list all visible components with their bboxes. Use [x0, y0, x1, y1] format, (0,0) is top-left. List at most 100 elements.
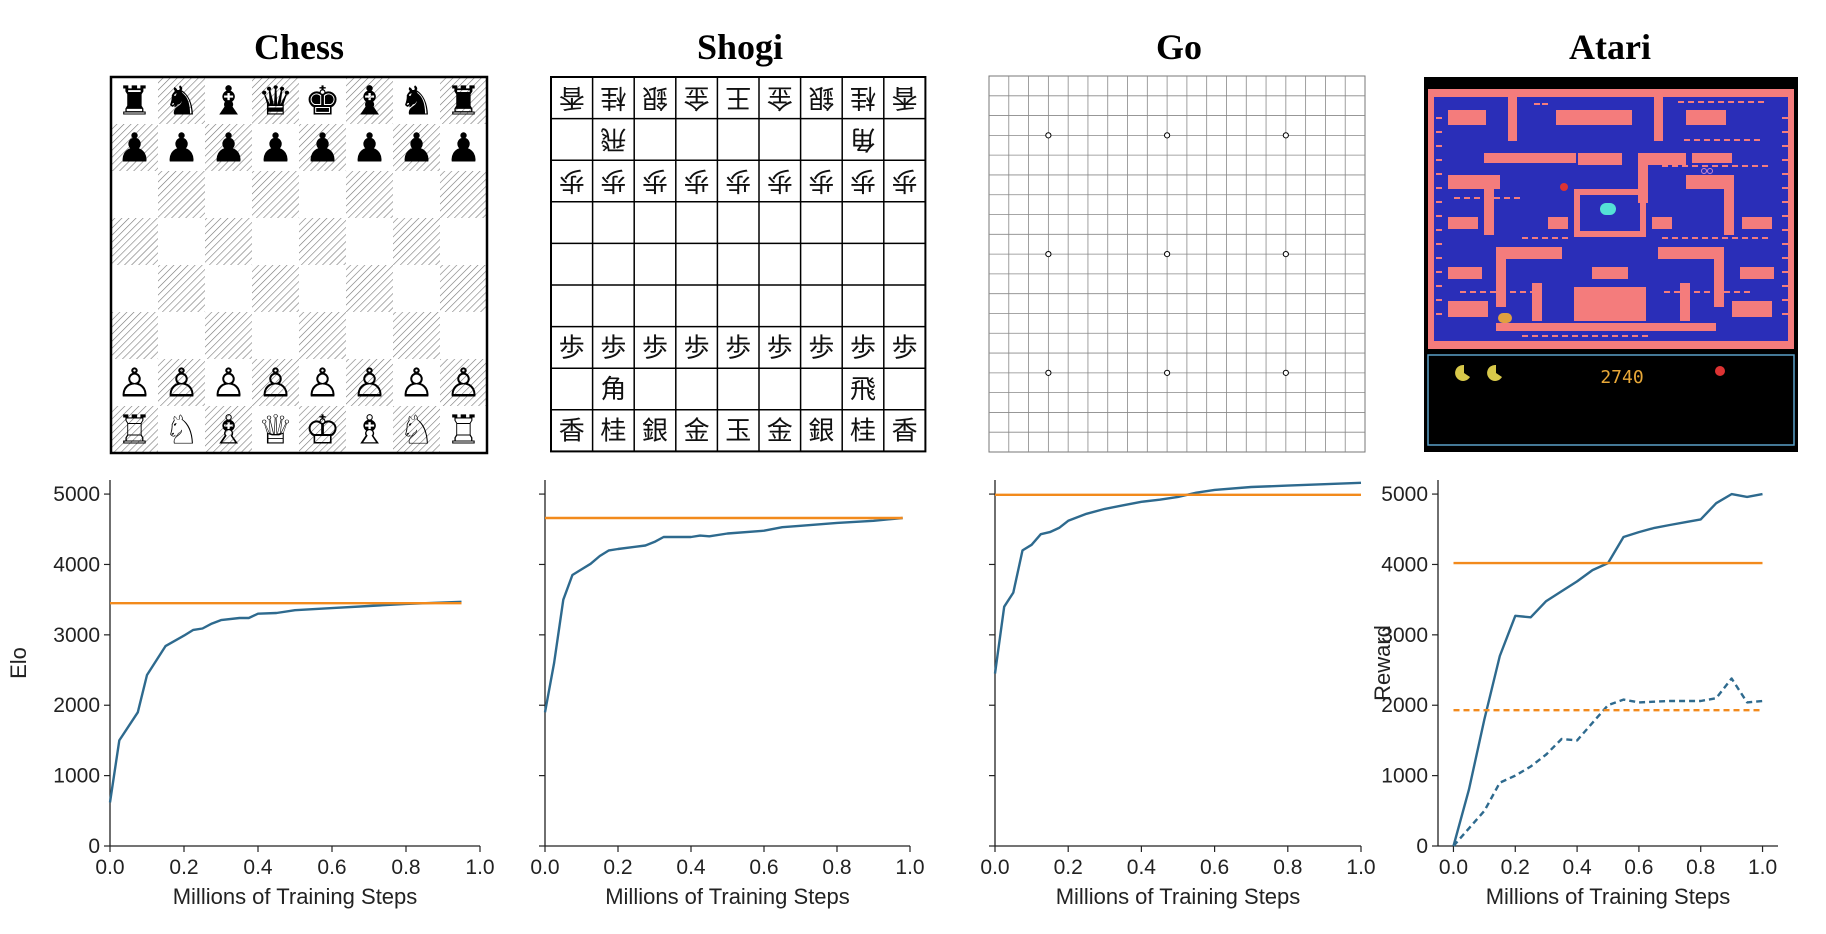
shogi-piece: 歩 — [850, 333, 876, 363]
maze-wall — [1448, 301, 1488, 317]
hud-border — [1427, 354, 1795, 446]
maze-wall — [1686, 110, 1726, 125]
pellet — [1744, 139, 1750, 141]
shogi-piece: 金 — [767, 82, 793, 112]
pellet — [1782, 215, 1788, 217]
light-square — [440, 406, 487, 453]
pellet — [1752, 165, 1758, 167]
pellet — [1436, 257, 1442, 259]
shogi-elo-chart: 0.0 0.2 0.4 0.6 0.8 1.0 Millions of Training S… — [530, 480, 925, 909]
pacman-life-icon — [1455, 364, 1470, 381]
x-tick-label: 0.2 — [1054, 856, 1083, 879]
maze-wall — [1448, 110, 1486, 125]
maze-wall — [1448, 267, 1482, 279]
dark-square — [440, 359, 487, 406]
shogi-piece: 金 — [767, 417, 793, 447]
shogi-piece: 玉 — [725, 417, 751, 447]
x-tick-label: 0.6 — [749, 856, 778, 879]
chess-piece: ♙ — [399, 361, 435, 407]
shogi-piece: 桂 — [850, 82, 876, 112]
pellet — [1460, 291, 1466, 293]
y-tick-label: 0 — [88, 835, 100, 858]
light-square — [158, 124, 205, 171]
pellet — [1522, 237, 1528, 239]
x-tick-label: 0.8 — [1273, 856, 1302, 879]
shogi-piece: 銀 — [808, 417, 834, 447]
shogi-piece: 歩 — [684, 165, 710, 195]
go-title: Go — [1155, 27, 1202, 67]
maze-wall — [1496, 323, 1716, 331]
light-square — [111, 359, 158, 406]
shogi-piece: 歩 — [559, 165, 585, 195]
pellet — [1662, 165, 1668, 167]
chess-piece: ♖ — [446, 408, 482, 454]
x-tick-label: 0.2 — [1501, 856, 1530, 879]
maze-wall — [1556, 110, 1632, 125]
maze-wall — [1574, 189, 1646, 195]
pellet — [1782, 271, 1788, 273]
dark-square — [111, 218, 158, 265]
maze-wall — [1788, 89, 1794, 349]
maze-wall — [1646, 153, 1686, 165]
pellet — [1532, 335, 1538, 337]
x-tick-label: 0.8 — [1686, 856, 1715, 879]
pellet — [1782, 229, 1788, 231]
pellet — [1728, 101, 1734, 103]
atari-reward-chart: 0.0 0.2 0.4 0.6 0.8 1.0 0 1000 2000 3000 4000 5000 M… — [1370, 480, 1778, 909]
light-square — [346, 406, 393, 453]
star-point — [1164, 132, 1171, 139]
dark-square — [205, 218, 252, 265]
chess-piece: ♟ — [164, 126, 200, 172]
pellet — [1782, 187, 1788, 189]
maze-wall — [1732, 301, 1772, 317]
maze-wall — [1428, 341, 1794, 349]
pellet — [1714, 139, 1720, 141]
pellet — [1694, 291, 1700, 293]
pellet — [1542, 335, 1548, 337]
series-line-0 — [108, 600, 462, 803]
pellet — [1474, 197, 1480, 199]
pellet — [1504, 197, 1510, 199]
pellet — [1490, 291, 1496, 293]
shogi-piece: 金 — [684, 82, 710, 112]
maze-wall — [1680, 283, 1690, 321]
shogi-piece: 香 — [892, 82, 918, 112]
chess-piece: ♖ — [117, 408, 153, 454]
pellet — [1678, 101, 1684, 103]
pellet — [1782, 313, 1788, 315]
pacman-life-icon — [1487, 364, 1502, 381]
maze-wall — [1654, 89, 1663, 141]
star-point — [1045, 251, 1052, 258]
light-square — [111, 77, 158, 124]
shogi-piece: 歩 — [767, 165, 793, 195]
light-square — [393, 359, 440, 406]
x-tick-label: 0.6 — [1200, 856, 1229, 879]
maze-wall — [1448, 217, 1478, 229]
board-border — [550, 76, 927, 453]
pellet — [1692, 237, 1698, 239]
orange-ghost-sprite — [1498, 313, 1512, 323]
chess-board: ♜ ♞ ♝ ♛ ♚ ♝ ♞ ♜♟ ♟ ♟ ♟ ♟ ♟ ♟ ♟♙ ♙ ♙ ♙ ♙ ♙ ♙ ♙♖ ♘ ♗ ♕ ♔ ♗ ♘ ♖ — [109, 75, 489, 455]
shogi-piece: 飛 — [600, 123, 626, 153]
pellet — [1724, 291, 1730, 293]
pellet — [1724, 139, 1730, 141]
pellet — [1704, 139, 1710, 141]
star-point — [1164, 251, 1171, 258]
light-square — [158, 218, 205, 265]
pellet — [1436, 229, 1442, 231]
maze-wall — [1742, 217, 1772, 229]
pellet — [1454, 197, 1460, 199]
chess-piece: ♜ — [117, 79, 153, 125]
dark-square — [346, 359, 393, 406]
pellet — [1632, 335, 1638, 337]
score-text: 2740 — [1600, 367, 1643, 388]
pellet — [1782, 285, 1788, 287]
board-border — [109, 75, 489, 455]
shogi-piece: 銀 — [642, 82, 668, 112]
chess-piece: ♞ — [399, 79, 435, 125]
shogi-piece: 歩 — [684, 333, 710, 363]
y-tick-label: 3000 — [1381, 624, 1428, 647]
pellet — [1436, 243, 1442, 245]
pellet — [1708, 101, 1714, 103]
light-square — [393, 77, 440, 124]
